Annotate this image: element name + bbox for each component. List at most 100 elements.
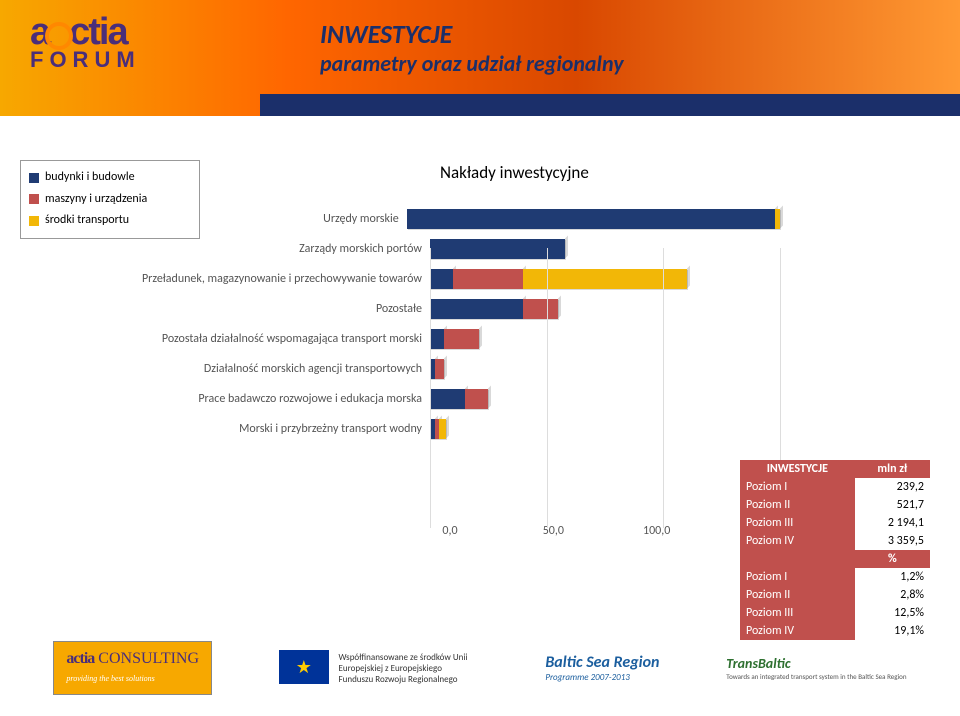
baltic-sea-region-logo: Baltic Sea Region Programme 2007-2013 [545, 653, 659, 683]
bsr-subtitle: Programme 2007-2013 [545, 672, 659, 683]
category-label: Morski i przybrzeżny transport wodny [20, 422, 430, 436]
transbaltic-logo: TransBaltic Towards an integrated transp… [726, 655, 906, 681]
bar-segment [430, 299, 523, 319]
table-cell: 12,5% [855, 604, 930, 622]
bar-group [430, 419, 446, 439]
eu-funding-text: Współfinansowane ze środków Unii Europej… [338, 653, 478, 685]
table-cell: Poziom I [740, 568, 855, 586]
gridline [663, 248, 664, 528]
bar-group [430, 299, 558, 319]
consulting-text: CONSULTING [98, 650, 199, 667]
x-axis: 0,050,0100,0150,0 [430, 524, 780, 538]
table-cell: 239,2 [855, 478, 930, 496]
eu-flag-icon: ★ [279, 650, 329, 684]
legend-item: budynki i budowle [29, 167, 191, 189]
table-cell: 1,2% [855, 568, 930, 586]
table-row: Poziom I239,2 [740, 478, 930, 496]
title-line2: parametry oraz udział regionalny [320, 50, 624, 77]
bar-group [430, 269, 687, 289]
chart-row: Zarządy morskich portów [20, 234, 780, 264]
category-label: Działalność morskich agencji transportow… [20, 362, 430, 376]
table-cell: Poziom I [740, 478, 855, 496]
header-white-bar [0, 116, 960, 140]
bar-plot: Urzędy morskie Zarządy morskich portów Prz… [20, 204, 780, 534]
category-label: Przeładunek, magazynowanie i przechowywa… [20, 272, 430, 286]
table-cell: 521,7 [855, 496, 930, 514]
title-line1: INWESTYCJE [320, 18, 624, 50]
table-row: Poziom III2 194,1 [740, 514, 930, 532]
table-cell: 3 359,5 [855, 532, 930, 550]
legend-label: budynki i budowle [45, 167, 135, 189]
axis-tick: 100,0 [637, 524, 677, 538]
bar-segment [407, 209, 776, 229]
table-cell: Poziom II [740, 586, 855, 604]
bar-group [430, 389, 488, 409]
chart-area: budynki i budowlemaszyny i urządzeniaśro… [20, 160, 940, 560]
bar-segment [453, 269, 523, 289]
axis-tick: 50,0 [533, 524, 573, 538]
category-label: Urzędy morskie [20, 212, 407, 226]
table-row: Poziom II2,8% [740, 586, 930, 604]
table-row: Poziom III12,5% [740, 604, 930, 622]
table-cell: Poziom II [740, 496, 855, 514]
bar-group [430, 359, 444, 379]
bar-segment [523, 269, 686, 289]
bsr-title: Baltic Sea Region [545, 653, 659, 672]
eu-funding-block: ★ Współfinansowane ze środków Unii Europ… [279, 650, 479, 685]
legend-swatch [29, 173, 39, 183]
gridline [547, 248, 548, 528]
bar-segment [439, 419, 446, 439]
bar-segment [523, 299, 558, 319]
table-cell: 2 194,1 [855, 514, 930, 532]
bar-segment [465, 389, 488, 409]
table-cell: Poziom III [740, 604, 855, 622]
legend-swatch [29, 194, 39, 204]
category-label: Pozostałe [20, 302, 430, 316]
table-cell: Poziom IV [740, 532, 855, 550]
table-cell [740, 550, 855, 568]
table-row: Poziom IV3 359,5 [740, 532, 930, 550]
category-label: Prace badawczo rozwojowe i edukacja mors… [20, 392, 430, 406]
transbaltic-subtitle: Towards an integrated transport system i… [726, 672, 906, 681]
actia-forum-logo: actia FORUM [30, 15, 240, 115]
logo-actia-text: actia [30, 15, 240, 49]
table-cell: % [855, 550, 930, 568]
axis-tick: 0,0 [430, 524, 470, 538]
bar-segment [430, 389, 465, 409]
bar-segment [444, 329, 479, 349]
category-label: Zarządy morskich portów [20, 242, 430, 256]
table-cell: 2,8% [855, 586, 930, 604]
chart-row: Pozostałe [20, 294, 780, 324]
table-cell: Poziom III [740, 514, 855, 532]
footer-logos: actia CONSULTING providing the best solu… [0, 628, 960, 708]
bar-segment [775, 209, 780, 229]
transbaltic-title: TransBaltic [726, 655, 906, 672]
table-row: Poziom II521,7 [740, 496, 930, 514]
table-cell: mln zł [855, 460, 930, 478]
chart-row: Działalność morskich agencji transportow… [20, 354, 780, 384]
bar-segment [430, 239, 565, 259]
bar-segment [430, 269, 453, 289]
summary-table: INWESTYCJEmln złPoziom I239,2Poziom II52… [740, 460, 930, 640]
table-row: Poziom I1,2% [740, 568, 930, 586]
logo-forum-text: FORUM [30, 47, 240, 73]
chart-row: Morski i przybrzeżny transport wodny [20, 414, 780, 444]
chart-title: Nakłady inwestycyjne [440, 162, 589, 183]
gridline [430, 248, 431, 528]
chart-row: Urzędy morskie [20, 204, 780, 234]
bar-segment [435, 359, 444, 379]
category-label: Pozostała działalność wspomagająca trans… [20, 332, 430, 346]
table-row: % [740, 550, 930, 568]
bar-group [430, 239, 565, 259]
table-cell: INWESTYCJE [740, 460, 855, 478]
chart-row: Pozostała działalność wspomagająca trans… [20, 324, 780, 354]
chart-row: Przeładunek, magazynowanie i przechowywa… [20, 264, 780, 294]
bar-segment [430, 329, 444, 349]
bar-group [430, 329, 479, 349]
actia-consulting-logo: actia CONSULTING providing the best solu… [53, 641, 212, 695]
chart-row: Prace badawczo rozwojowe i edukacja mors… [20, 384, 780, 414]
table-row: INWESTYCJEmln zł [740, 460, 930, 478]
bar-group [407, 209, 780, 229]
header-banner: actia FORUM INWESTYCJE parametry oraz ud… [0, 0, 960, 140]
slide-title: INWESTYCJE parametry oraz udział regiona… [320, 18, 624, 77]
